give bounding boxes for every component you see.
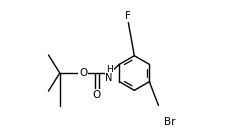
Text: N: N [105, 72, 112, 82]
Text: F: F [125, 11, 131, 21]
Text: Br: Br [163, 117, 175, 127]
Text: O: O [79, 68, 87, 78]
Text: H: H [106, 65, 113, 74]
Text: O: O [92, 90, 100, 100]
